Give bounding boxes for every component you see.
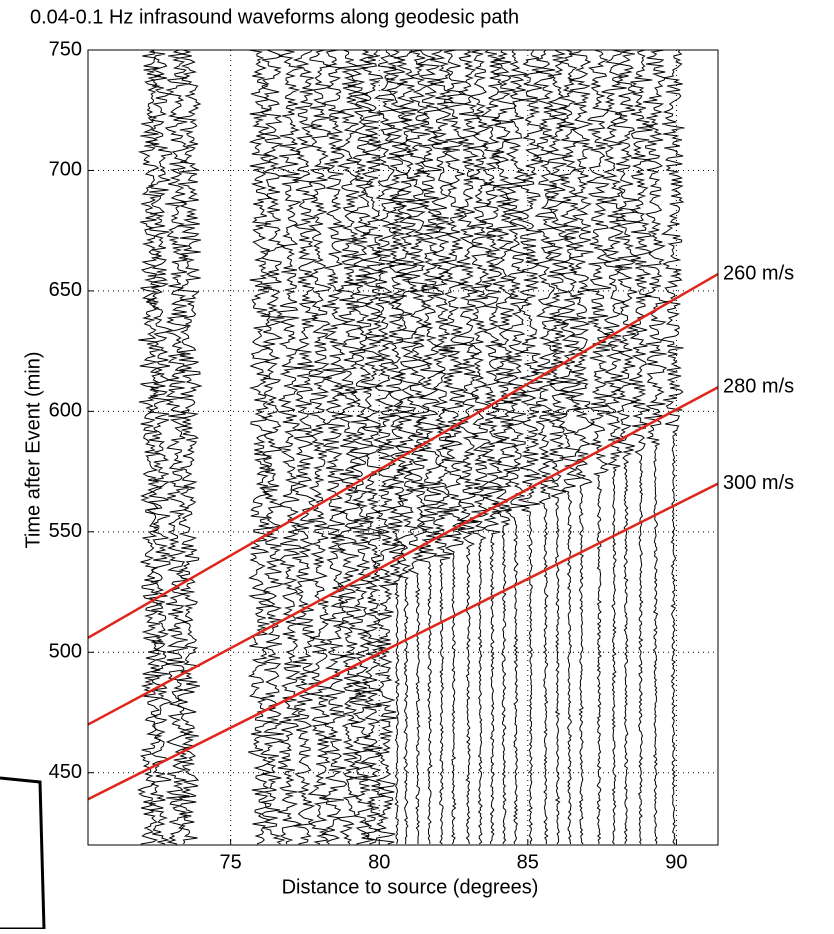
waveform-trace xyxy=(384,49,409,845)
waveform-trace xyxy=(531,49,559,845)
plot-area: 450 500 550 600 650 700 750 75 80 85 90 xyxy=(49,38,719,873)
line-label: 260 m/s xyxy=(723,262,794,284)
waveform-trace xyxy=(456,49,481,845)
waveform-trace xyxy=(554,49,584,845)
y-tick-label: 500 xyxy=(49,641,82,663)
x-tick-label: 80 xyxy=(368,851,390,873)
waveform-trace xyxy=(567,49,595,845)
y-tick-label: 700 xyxy=(49,159,82,181)
line-label: 300 m/s xyxy=(723,472,794,494)
chart-title: 0.04-0.1 Hz infrasound waveforms along g… xyxy=(30,6,519,28)
y-tick-label: 600 xyxy=(49,400,82,422)
inset-map xyxy=(0,776,46,931)
x-axis-label: Distance to source (degrees) xyxy=(282,876,539,898)
waveform-trace xyxy=(334,49,364,845)
velocity-line xyxy=(87,482,719,801)
waveform-trace xyxy=(478,49,508,845)
waveform-trace xyxy=(659,49,685,845)
waveform-trace xyxy=(247,49,273,845)
waveform-trace xyxy=(586,49,613,845)
plot-frame xyxy=(87,49,719,846)
waveform-trace xyxy=(275,49,303,845)
y-tick-label: 450 xyxy=(49,761,82,783)
y-tick-label: 750 xyxy=(49,38,82,60)
waveform-trace xyxy=(391,49,420,845)
velocity-line xyxy=(87,386,719,726)
y-axis-label: Time after Event (min) xyxy=(22,351,44,548)
waveform-trace xyxy=(307,49,333,845)
waveform-trace xyxy=(321,49,350,845)
waveform-trace xyxy=(517,49,544,845)
waveform-trace xyxy=(347,49,374,845)
waveform-trace xyxy=(146,49,174,845)
waveform-trace xyxy=(468,49,493,845)
waveform-trace xyxy=(643,49,668,845)
waveform-trace xyxy=(489,49,519,845)
waveform-trace xyxy=(601,49,627,845)
waveform-trace xyxy=(613,49,640,845)
waveform-trace xyxy=(176,49,203,845)
waveform-trace xyxy=(429,49,455,845)
waveform-trace xyxy=(416,49,443,845)
waveform-trace xyxy=(259,49,286,845)
waveform-trace xyxy=(137,49,164,845)
line-label: 280 m/s xyxy=(723,376,794,398)
waveform-trace xyxy=(164,49,190,845)
waveform-trace xyxy=(359,49,386,845)
waveform-trace xyxy=(629,49,654,845)
y-tick-label: 550 xyxy=(49,520,82,542)
x-tick-label: 75 xyxy=(220,851,242,873)
velocity-line xyxy=(87,272,719,639)
waveform-trace xyxy=(544,49,569,845)
waveform-trace xyxy=(442,49,467,845)
waveform-trace xyxy=(370,50,400,845)
y-tick-label: 650 xyxy=(49,279,82,301)
x-tick-label: 90 xyxy=(665,851,687,873)
waveform-trace xyxy=(502,49,529,845)
x-tick-label: 85 xyxy=(517,851,539,873)
